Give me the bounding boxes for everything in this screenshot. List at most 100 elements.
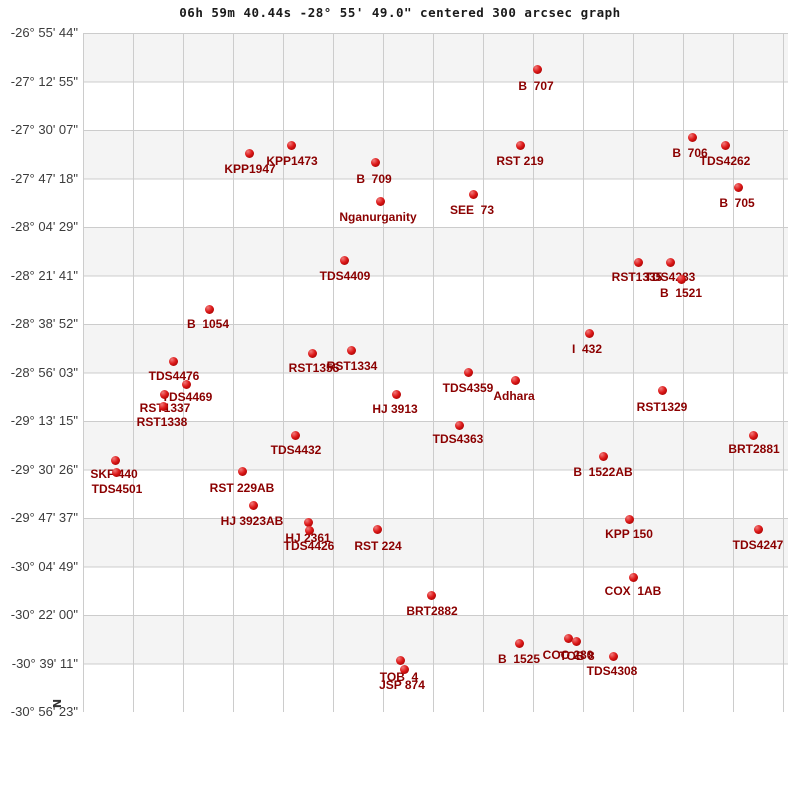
star-point <box>303 517 313 527</box>
star-point <box>515 140 525 150</box>
star-label: TDS4426 <box>283 539 335 553</box>
star-point <box>687 132 697 142</box>
star-label: B 1054 <box>186 317 230 331</box>
star-label: B 709 <box>356 172 392 186</box>
y-axis-tick-label: -27° 47' 18" <box>10 170 78 186</box>
y-axis-tick-label: -30° 56' 23" <box>10 704 78 719</box>
star-label: B 1522AB <box>573 465 633 479</box>
star-label: TDS4432 <box>270 443 322 457</box>
y-axis-tick-label: -30° 22' 00" <box>10 607 78 622</box>
star-point <box>753 524 763 534</box>
star-point <box>204 304 214 314</box>
y-axis-tick-label: -27° 30' 07" <box>10 122 78 137</box>
y-axis-tick-label: -28° 56' 03" <box>10 364 78 380</box>
chart-title: 06h 59m 40.44s -28° 55' 49.0" centered 3… <box>179 5 621 20</box>
star-label: TDS4308 <box>586 664 638 678</box>
y-axis-tick-label: -29° 13' 15" <box>10 413 78 428</box>
y-axis-tick-label: -30° 04' 49" <box>10 558 78 574</box>
star-label: TDS4501 <box>91 482 143 496</box>
star-point <box>584 328 594 338</box>
star-label: RST1335 <box>611 270 663 284</box>
star-label: COO 280 <box>542 648 594 662</box>
star-point <box>571 636 581 646</box>
star-point <box>532 64 542 74</box>
star-point <box>657 385 667 395</box>
star-label: RST 219 <box>496 154 544 168</box>
star-label: HJ 3923AB <box>220 514 284 528</box>
star-label: Adhara <box>493 389 535 403</box>
star-label: HJ 2361 <box>285 531 331 545</box>
star-label: TOB 4 <box>379 670 419 684</box>
star-label: B 1525 <box>497 652 541 666</box>
star-label: TDS4283 <box>644 270 696 284</box>
star-point <box>628 572 638 582</box>
y-axis-tick-label: -27° 12' 55" <box>10 73 78 89</box>
star-label: B 1521 <box>659 286 703 300</box>
star-point <box>111 467 121 477</box>
star-point <box>463 367 473 377</box>
star-label: BRT2882 <box>406 604 458 618</box>
star-label: TDS4262 <box>699 154 751 168</box>
star-label: JSP 874 <box>379 678 425 692</box>
star-point <box>676 274 686 284</box>
star-point <box>399 664 409 674</box>
star-point <box>307 348 317 358</box>
star-point <box>514 638 524 648</box>
star-point <box>304 525 314 535</box>
star-point <box>168 356 178 366</box>
star-point <box>395 655 405 665</box>
star-point <box>608 651 618 661</box>
star-label: KPP1947 <box>224 162 276 176</box>
star-label: I 432 <box>571 342 603 356</box>
star-label: SEE 73 <box>449 203 495 217</box>
star-point <box>370 157 380 167</box>
star-point <box>720 140 730 150</box>
star-point <box>237 466 247 476</box>
star-point <box>248 500 258 510</box>
y-axis-tick-label: -29° 30' 26" <box>10 461 78 477</box>
star-label: RST1338 <box>136 415 188 429</box>
star-label: RST1329 <box>636 400 688 414</box>
star-point <box>244 148 254 158</box>
star-point <box>733 182 743 192</box>
star-point <box>290 430 300 440</box>
star-label: TDS4476 <box>148 369 200 383</box>
star-label: TDS4363 <box>432 432 484 446</box>
star-label: KPP1473 <box>266 154 318 168</box>
star-label: RST1355 <box>288 361 340 375</box>
star-label: HJ 3913 <box>372 402 418 416</box>
star-point <box>375 196 385 206</box>
y-axis-tick-label: -30° 39' 11" <box>11 655 78 671</box>
compass-north-icon: N <box>50 698 64 709</box>
star-point <box>339 255 349 265</box>
y-axis-tick-label: -28° 04' 29" <box>10 219 78 234</box>
star-point <box>110 455 120 465</box>
y-axis-tick-label: -26° 55' 44" <box>10 25 78 40</box>
plot-area <box>83 33 788 712</box>
star-label: RST1334 <box>326 359 378 373</box>
star-label: TOB 8 <box>559 649 595 663</box>
star-point <box>665 257 675 267</box>
star-point <box>454 420 464 430</box>
y-axis-tick-label: -28° 38' 52" <box>10 316 78 331</box>
star-label: KPP 150 <box>605 527 653 541</box>
star-label: TDS4469 <box>161 390 213 404</box>
star-label: B 707 <box>518 79 554 93</box>
star-label: TDS4409 <box>319 269 371 283</box>
star-label: RST 224 <box>354 539 402 553</box>
star-point <box>181 379 191 389</box>
star-point <box>510 375 520 385</box>
star-label: SKF 440 <box>90 467 138 481</box>
star-point <box>159 389 169 399</box>
star-label: COX 1AB <box>604 584 662 598</box>
star-label: B 706 <box>672 146 708 160</box>
star-point <box>372 524 382 534</box>
star-point <box>468 189 478 199</box>
star-label: TDS4247 <box>732 538 784 552</box>
star-label: RST 229AB <box>209 481 275 495</box>
star-point <box>748 430 758 440</box>
star-label: Nganurganity <box>339 210 417 224</box>
star-point <box>563 633 573 643</box>
star-point <box>598 451 608 461</box>
